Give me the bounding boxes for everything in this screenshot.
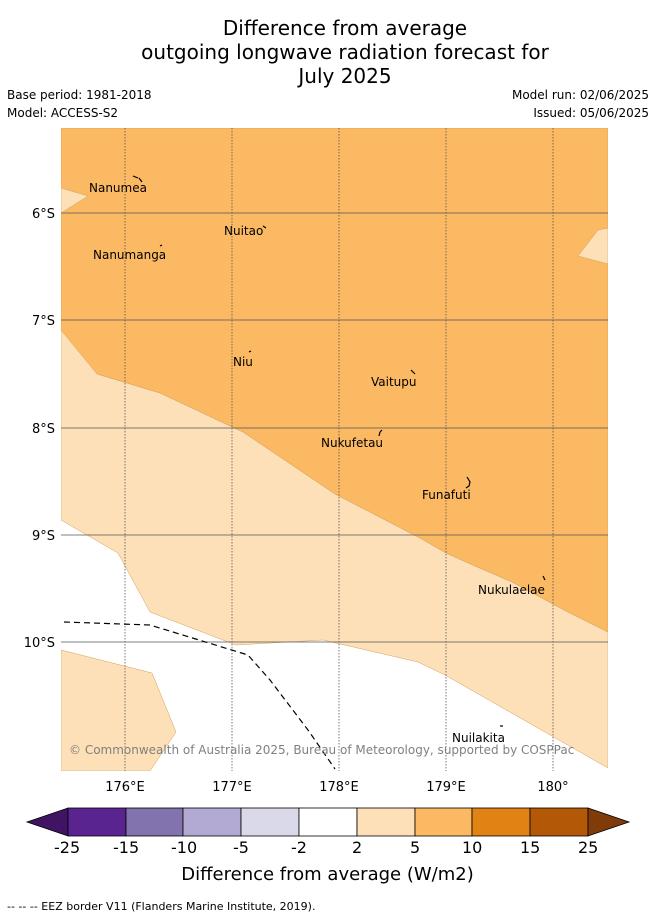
model-label: Model: ACCESS-S2 [7,106,119,120]
colorbar-tick: -2 [291,838,307,857]
colorbar [25,807,631,837]
colorbar-segment [356,807,416,837]
colorbar-segment [298,807,358,837]
colorbar-tick: -15 [113,838,140,857]
colorbar-segment [414,807,473,837]
colorbar-segment [529,807,589,837]
island-vaitupu [410,369,416,375]
lat-tick-label: 8°S [32,422,55,437]
lon-tick-label: 178°E [319,780,359,795]
island-shapes [132,175,546,727]
anomaly-patch-ne [577,227,608,265]
place-label: Vaitupu [371,375,417,389]
place-label: Nuitao [224,224,263,238]
colorbar-segment [125,807,184,837]
island-funafuti [465,476,471,489]
colorbar-tick: -5 [233,838,249,857]
colorbar-tick: -25 [54,838,81,857]
anomaly-patch-nw [61,187,89,214]
place-label: Nanumea [89,181,147,195]
eez-border-line [63,621,336,770]
colorbar-tick: 2 [352,838,363,857]
lat-tick-label: 7°S [32,314,55,329]
lat-tick-label: 6°S [32,207,55,222]
place-label: Nukufetau [321,436,383,450]
title-line-1: Difference from average [222,16,468,40]
model-run-label: Model run: 02/06/2025 [511,88,649,102]
base-period-label: Base period: 1981-2018 [7,88,152,102]
title-line-2: outgoing longwave radiation forecast for [141,40,549,64]
colorbar-title: Difference from average (W/m2) [181,864,474,885]
place-label: Funafuti [422,488,471,502]
place-label: Niu [233,355,253,369]
anomaly-band-2-5-sw [61,649,177,771]
lon-tick-label: 180° [537,780,568,795]
place-label: Nuilakita [452,731,505,745]
colorbar-extend-max [587,807,631,837]
colorbar-tick: 10 [462,838,483,857]
colorbar-tick: -10 [171,838,198,857]
lon-tick-label: 177°E [212,780,252,795]
place-label: Nanumanga [93,248,166,262]
eez-border-legend: -- -- -- EEZ border V11 (Flanders Marine… [7,900,316,913]
colorbar-tick: 5 [410,838,421,857]
anomaly-band-5-10 [61,128,608,633]
colorbar-segment [471,807,531,837]
colorbar-tick: 15 [520,838,541,857]
colorbar-segment [182,807,242,837]
map-title: Difference from average outgoing longwav… [0,16,655,88]
lon-tick-label: 179°E [426,780,466,795]
title-line-3: July 2025 [298,64,392,88]
copyright-text: © Commonwealth of Australia 2025, Bureau… [69,743,574,757]
lon-tick-label: 176°E [105,780,145,795]
place-label: Nukulaelae [478,583,545,597]
colorbar-segment [67,807,127,837]
colorbar-tick: 25 [578,838,599,857]
island-nanumanga [159,244,163,247]
colorbar-segment [240,807,300,837]
lat-tick-label: 9°S [32,529,55,544]
graticule [61,128,608,771]
island-nukufetau [378,429,383,437]
island-nanumea [132,175,143,183]
colorbar-extend-min [25,807,69,837]
island-nukulaelae [542,575,546,581]
lat-tick-label: 10°S [24,636,55,651]
island-nuitao [262,225,267,229]
issued-label: Issued: 05/06/2025 [533,106,649,120]
island-niu [248,350,252,353]
